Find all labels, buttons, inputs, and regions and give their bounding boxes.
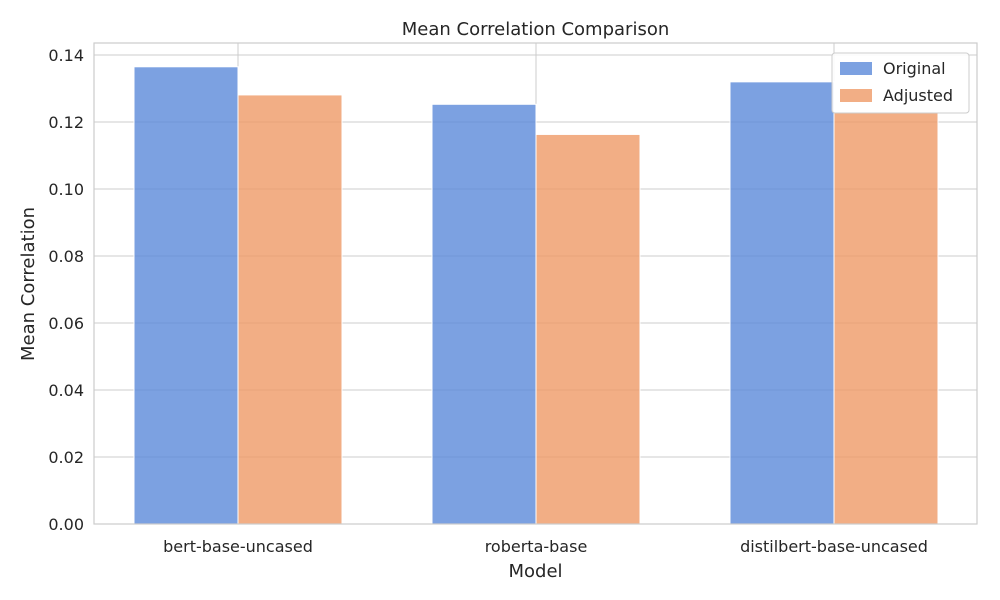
- x-tick-label: bert-base-uncased: [163, 537, 313, 556]
- bar-adjusted-distilbert-base-uncased: [833, 111, 939, 525]
- y-tick-label: 0.02: [48, 448, 84, 467]
- legend: Original Adjusted: [831, 52, 970, 114]
- y-tick-label: 0.14: [48, 46, 84, 65]
- legend-label-original: Original: [883, 59, 946, 78]
- y-tick-label: 0.04: [48, 381, 84, 400]
- y-ticks: 0.00 0.02 0.04 0.06 0.08 0.10 0.12 0.14: [48, 46, 84, 534]
- y-tick-label: 0.12: [48, 113, 84, 132]
- legend-label-adjusted: Adjusted: [883, 86, 953, 105]
- bar-adjusted-roberta-base: [535, 133, 641, 525]
- y-tick-label: 0.00: [48, 515, 84, 534]
- plot-frame: [93, 42, 978, 525]
- x-tick-label: distilbert-base-uncased: [740, 537, 928, 556]
- bar-original-bert-base-uncased: [133, 66, 239, 525]
- x-axis-label: Model: [508, 561, 562, 582]
- legend-swatch-original: [840, 62, 872, 75]
- y-tick-label: 0.06: [48, 314, 84, 333]
- y-tick-label: 0.10: [48, 180, 84, 199]
- legend-swatch-adjusted: [840, 89, 872, 102]
- bar-original-roberta-base: [431, 103, 537, 525]
- bar-original-distilbert-base-uncased: [729, 81, 835, 525]
- x-tick-label: roberta-base: [485, 537, 588, 556]
- y-tick-label: 0.08: [48, 247, 84, 266]
- x-ticks: bert-base-uncased roberta-base distilbert-…: [163, 537, 928, 556]
- chart-title: Mean Correlation Comparison: [402, 19, 670, 40]
- bar-adjusted-bert-base-uncased: [237, 94, 343, 525]
- bars: [133, 66, 939, 525]
- y-axis-label: Mean Correlation: [18, 207, 39, 361]
